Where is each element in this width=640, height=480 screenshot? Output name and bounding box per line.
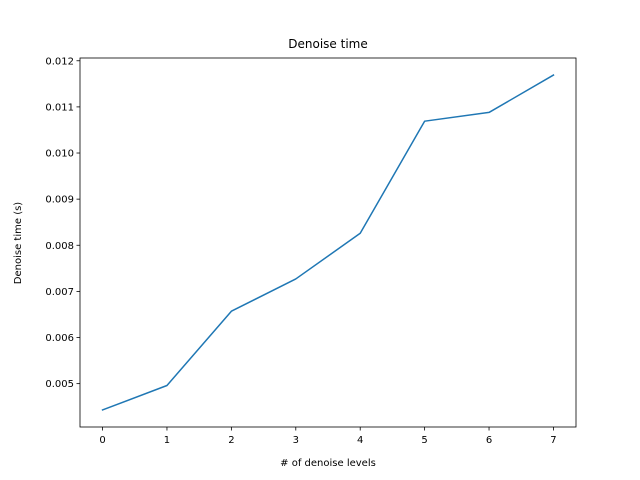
y-tick-label: 0.006: [45, 333, 74, 344]
x-tick-label: 4: [357, 435, 363, 446]
y-axis-label: Denoise time (s): [13, 202, 24, 285]
series-line-0: [101, 74, 555, 411]
y-tick-label: 0.010: [45, 149, 74, 160]
x-tick-label: 0: [99, 435, 105, 446]
plot-frame: [79, 57, 577, 428]
x-tick-label: 7: [550, 435, 556, 446]
x-tick-label: 1: [164, 435, 170, 446]
chart-title: Denoise time: [288, 37, 367, 51]
x-tick-label: 3: [293, 435, 299, 446]
y-tick-label: 0.008: [45, 241, 74, 252]
x-tick-label: 5: [421, 435, 427, 446]
y-tick-label: 0.009: [45, 195, 74, 206]
y-tick-label: 0.012: [45, 56, 74, 67]
plot-area: 0 1 2 3 4 5 6 7 0.005 0.006 0.007 0.008 0.009 0.010 0.…: [45, 56, 577, 446]
x-tick-label: 6: [486, 435, 492, 446]
y-tick-label: 0.005: [45, 379, 74, 390]
y-tick-label: 0.007: [45, 287, 74, 298]
y-tick-label: 0.011: [45, 102, 74, 113]
x-axis-label: # of denoise levels: [280, 458, 376, 469]
x-tick-label: 2: [228, 435, 234, 446]
